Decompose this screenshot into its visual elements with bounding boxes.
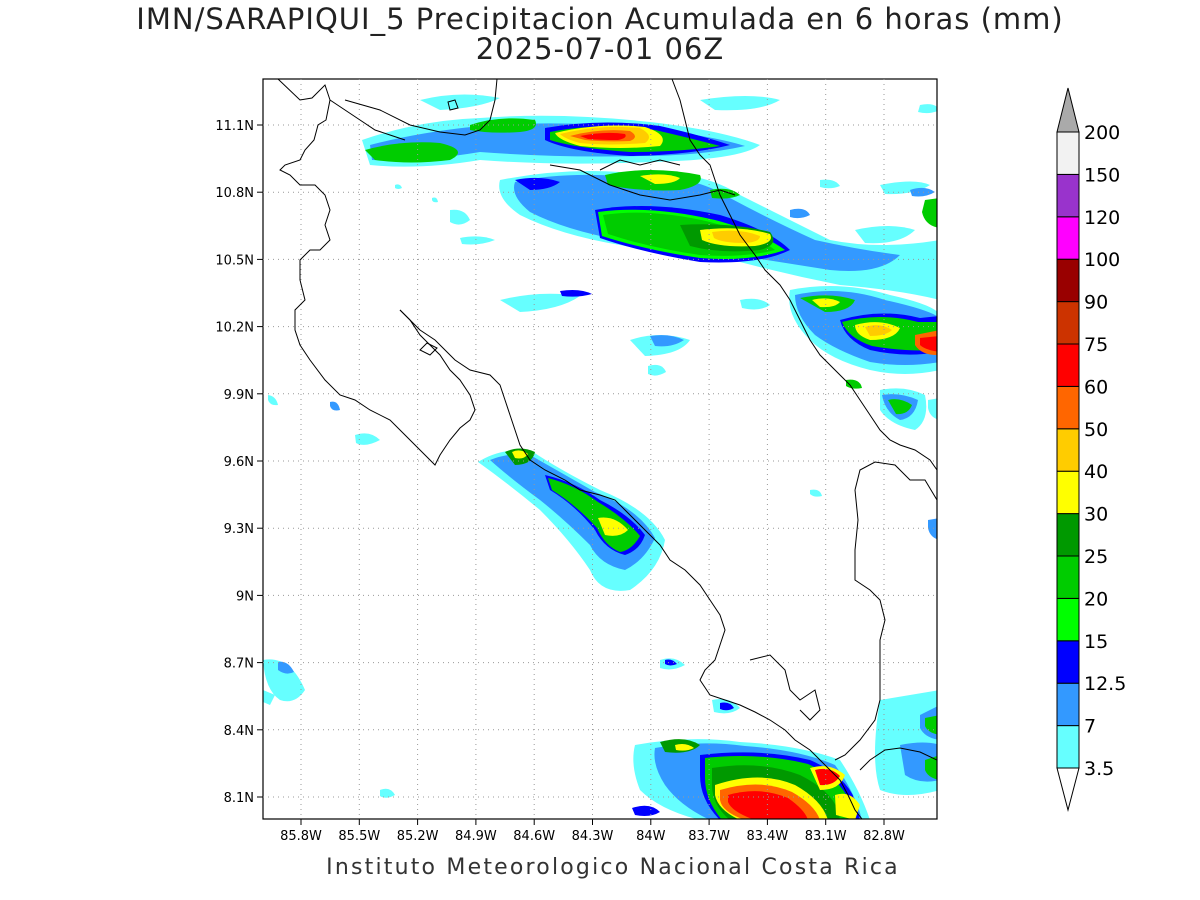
x-tick-label: 84.3W [572,829,614,844]
precip-band-central [268,395,822,591]
colorbar-swatch [1056,640,1080,684]
colorbar-swatch [1056,725,1080,769]
y-tick-label: 10.8N [215,186,254,201]
precip-field [263,94,937,819]
nicaragua-coastline [277,79,476,466]
colorbar-swatch [1056,470,1080,515]
y-tick-label: 9.9N [224,388,254,403]
y-tick-label: 9.3N [224,522,254,537]
colorbar-label: 60 [1084,376,1108,398]
map-subtitle-date: 2025-07-01 06Z [475,32,725,66]
y-tick-label: 10.2N [215,321,254,336]
map-title: IMN/SARAPIQUI_5 Precipitacion Acumulada … [136,2,1064,36]
colorbar-swatch [1056,555,1080,599]
colorbar-label: 150 [1084,164,1120,186]
colorbar-label: 30 [1084,504,1108,526]
colorbar-label: 200 [1084,122,1120,144]
colorbar-label: 100 [1084,249,1120,271]
colorbar-swatch [1056,513,1080,557]
colorbar-label: 20 [1084,588,1108,610]
colorbar-label: 3.5 [1084,758,1114,780]
y-tick-label: 10.5N [215,253,254,268]
colorbar-swatch [1056,131,1080,175]
colorbar-swatch [1056,301,1080,345]
colorbar-label: 7 [1084,716,1096,738]
x-tick-label: 84.9W [455,829,497,844]
colorbar-label: 15 [1084,631,1108,653]
colorbar-swatch [1056,597,1080,642]
panama-border [854,461,937,501]
colorbar-swatch [1056,173,1080,218]
colorbar: 3.5 7 12.5 15 20 25 30 40 50 60 75 90 100 120 150 200 [1056,87,1126,812]
north-coast-extra [329,99,406,141]
y-tick-label: 9.6N [224,455,254,470]
x-tick-label: 85.2W [397,829,439,844]
y-tick-label: 8.7N [224,657,254,672]
map-frame [262,78,938,820]
y-tick-label: 8.4N [224,724,254,739]
caribbean-coastline [671,79,937,471]
colorbar-bottom-triangle [1056,767,1080,812]
gulf-north-coast [599,159,681,171]
colorbar-swatch [1056,216,1080,260]
map-grid: 85.8W 85.5W 85.2W 84.9W 84.6W 84.3W 84W 83.7W 83… [215,79,937,844]
colorbar-swatch [1056,343,1080,387]
x-tick-label: 84W [636,829,666,844]
panama-border-south [834,489,886,761]
precip-band-caribbean [432,170,937,310]
colorbar-label: 12.5 [1084,673,1126,695]
colorbar-swatch [1056,428,1080,472]
colorbar-label: 40 [1084,461,1108,483]
colorbar-swatch [1056,258,1080,303]
x-tick-label: 84.6W [513,829,555,844]
colorbar-label: 25 [1084,546,1108,568]
x-tick-label: 85.8W [280,829,322,844]
colorbar-label: 75 [1084,334,1108,356]
gulf-nicoya-coast [399,309,863,819]
x-tick-label: 85.5W [338,829,380,844]
osa-peninsula [749,654,821,721]
coastlines-borders [277,79,937,819]
colorbar-label: 90 [1084,292,1108,314]
colorbar-label: 50 [1084,419,1108,441]
colorbar-label: 120 [1084,207,1120,229]
nicaragua-costa-rica-border [344,79,498,136]
colorbar-swatch [1056,682,1080,727]
x-tick-label: 83.7W [688,829,730,844]
nicoya-island [419,342,438,356]
footer-institution: Instituto Meteorologico Nacional Costa R… [326,855,900,880]
colorbar-top-triangle [1056,87,1080,133]
precip-band-south [263,658,937,819]
y-tick-label: 11.1N [215,119,254,134]
precip-band-east [500,286,937,540]
y-tick-label: 8.1N [224,791,254,806]
x-tick-label: 83.1W [805,829,847,844]
colorbar-swatch [1056,385,1080,430]
burica-coast [859,747,937,771]
small-island [447,99,459,111]
precip-band-north [362,94,937,189]
border-southeast [549,164,736,201]
x-tick-label: 83.4W [746,829,788,844]
x-tick-label: 82.8W [863,829,905,844]
y-tick-label: 9N [236,589,254,604]
